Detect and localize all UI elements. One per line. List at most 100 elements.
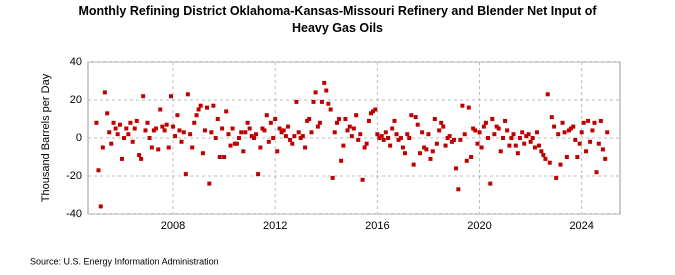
point: [349, 134, 354, 139]
point: [275, 149, 280, 154]
point: [343, 117, 348, 121]
point: [326, 101, 331, 106]
point: [432, 117, 437, 121]
point: [351, 126, 356, 131]
point: [305, 118, 310, 123]
point: [594, 170, 599, 175]
point: [426, 132, 431, 137]
point: [298, 136, 303, 140]
point: [222, 155, 227, 159]
point: [537, 143, 542, 148]
point: [566, 128, 571, 133]
point: [485, 136, 490, 140]
point: [402, 151, 407, 156]
point: [207, 181, 212, 186]
point: [409, 113, 414, 118]
point: [162, 128, 167, 133]
point: [541, 153, 546, 158]
point: [464, 158, 469, 163]
point: [584, 149, 589, 154]
point: [262, 128, 267, 133]
point: [539, 149, 544, 154]
point: [300, 134, 305, 139]
point: [545, 92, 550, 97]
point: [143, 128, 148, 133]
point: [522, 141, 527, 146]
point: [188, 132, 193, 137]
point: [454, 166, 459, 171]
point: [166, 145, 171, 150]
point: [462, 132, 467, 137]
point: [213, 136, 218, 140]
point: [588, 139, 593, 144]
point: [509, 136, 514, 140]
point: [554, 175, 559, 180]
point: [368, 111, 373, 116]
point: [415, 122, 420, 127]
y-tick-label: 40: [70, 56, 82, 68]
point: [477, 130, 482, 135]
point: [209, 130, 214, 135]
point: [418, 151, 423, 156]
point: [171, 124, 176, 129]
y-axis-label: Thousand Barrels per Day: [40, 73, 52, 202]
point: [296, 130, 301, 135]
point: [441, 124, 446, 129]
point: [109, 141, 114, 146]
point: [200, 151, 205, 156]
point: [475, 141, 480, 146]
point: [498, 149, 503, 154]
point: [164, 122, 169, 127]
point: [130, 139, 135, 144]
point: [147, 136, 152, 140]
point: [194, 113, 199, 118]
point: [98, 204, 103, 209]
point: [586, 118, 591, 123]
point: [564, 155, 569, 159]
point: [117, 122, 122, 127]
point: [394, 132, 399, 137]
point: [115, 132, 120, 137]
point: [345, 128, 350, 133]
point: [198, 103, 203, 108]
point: [292, 134, 297, 139]
point: [322, 80, 327, 85]
point: [339, 158, 344, 163]
point: [224, 109, 229, 114]
point: [175, 113, 180, 118]
point: [556, 132, 561, 137]
point: [513, 143, 518, 148]
y-tick-label: 0: [76, 132, 82, 144]
point: [371, 109, 376, 114]
point: [141, 94, 146, 99]
point: [96, 168, 101, 173]
point: [192, 120, 197, 125]
point: [600, 147, 605, 152]
point: [177, 128, 182, 133]
point: [149, 145, 154, 150]
point: [532, 145, 537, 150]
point: [515, 151, 520, 156]
point: [549, 115, 554, 120]
point: [496, 126, 501, 131]
point: [575, 155, 580, 159]
y-tick-label: -40: [66, 208, 82, 220]
point: [373, 107, 378, 112]
point: [420, 130, 425, 135]
point: [169, 94, 174, 99]
point: [271, 136, 276, 140]
point: [153, 126, 158, 131]
point: [252, 136, 257, 140]
point: [517, 136, 522, 140]
point: [285, 124, 290, 129]
point: [290, 141, 295, 146]
point: [579, 130, 584, 135]
point: [217, 155, 222, 159]
point: [335, 120, 340, 125]
point: [258, 145, 263, 150]
point: [366, 118, 371, 123]
point: [183, 172, 188, 177]
point: [568, 126, 573, 131]
point: [132, 126, 137, 131]
